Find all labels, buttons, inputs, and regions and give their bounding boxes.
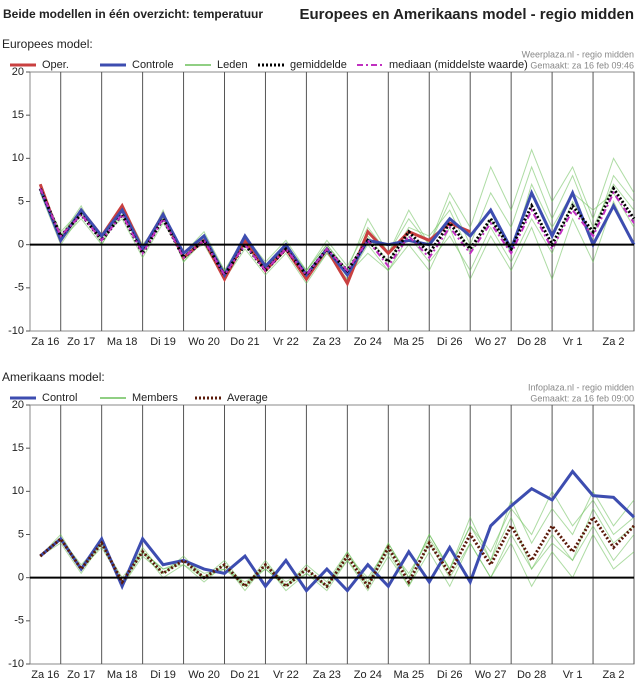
series-line bbox=[39, 469, 636, 594]
x-tick-label: Za 23 bbox=[313, 336, 341, 348]
x-tick-label: Di 19 bbox=[150, 336, 176, 348]
x-tick-label: Ma 18 bbox=[107, 669, 138, 681]
created: Gemaakt: za 16 feb 09:46 bbox=[530, 60, 634, 70]
subtitle: Europees model: bbox=[2, 37, 93, 51]
header-left: Beide modellen in één overzicht: tempera… bbox=[3, 7, 263, 21]
plot-frame bbox=[29, 71, 635, 332]
x-tick-label: Do 28 bbox=[517, 336, 546, 348]
x-tick-label: Di 19 bbox=[150, 669, 176, 681]
legend-label: mediaan (middelste waarde) bbox=[389, 59, 528, 71]
x-tick-label: Zo 17 bbox=[67, 336, 95, 348]
x-tick-label: Di 26 bbox=[437, 669, 463, 681]
x-tick-label: Vr 1 bbox=[563, 336, 583, 348]
y-tick-label: -5 bbox=[14, 282, 24, 294]
legend-label: gemiddelde bbox=[290, 59, 347, 71]
x-tick-label: Za 23 bbox=[313, 669, 341, 681]
x-tick-label: Wo 27 bbox=[475, 669, 507, 681]
x-tick-label: Zo 24 bbox=[354, 669, 382, 681]
legend-label: Oper. bbox=[42, 59, 69, 71]
x-tick-label: Wo 27 bbox=[475, 336, 507, 348]
x-tick-label: Do 21 bbox=[230, 669, 259, 681]
y-tick-label: 10 bbox=[12, 152, 24, 164]
y-tick-label: 15 bbox=[12, 109, 24, 121]
x-tick-label: Wo 20 bbox=[188, 669, 220, 681]
subtitle: Amerikaans model: bbox=[2, 370, 105, 384]
x-tick-label: Wo 20 bbox=[188, 336, 220, 348]
member-line bbox=[39, 490, 635, 588]
x-tick-label: Za 16 bbox=[31, 336, 59, 348]
y-tick-label: 0 bbox=[18, 239, 24, 251]
header-right: Europees en Amerikaans model - regio mid… bbox=[299, 6, 634, 23]
series-line bbox=[39, 514, 636, 590]
x-tick-label: Ma 18 bbox=[107, 336, 138, 348]
x-tick-label: Ma 25 bbox=[393, 336, 424, 348]
y-tick-label: 10 bbox=[12, 485, 24, 497]
legend-label: Members bbox=[132, 392, 178, 404]
source: Weerplaza.nl - regio midden bbox=[522, 49, 634, 59]
x-tick-label: Vr 22 bbox=[273, 336, 299, 348]
y-tick-label: 5 bbox=[18, 195, 24, 207]
x-tick-label: Zo 24 bbox=[354, 336, 382, 348]
x-tick-label: Do 28 bbox=[517, 669, 546, 681]
x-tick-label: Do 21 bbox=[230, 336, 259, 348]
member-line bbox=[39, 507, 635, 588]
legend-label: Leden bbox=[217, 59, 248, 71]
source: Infoplaza.nl - regio midden bbox=[528, 382, 634, 392]
y-tick-label: -5 bbox=[14, 615, 24, 627]
x-tick-label: Za 2 bbox=[603, 669, 625, 681]
x-tick-label: Za 2 bbox=[603, 336, 625, 348]
y-tick-label: 15 bbox=[12, 442, 24, 454]
x-tick-label: Vr 1 bbox=[563, 669, 583, 681]
x-tick-label: Ma 25 bbox=[393, 669, 424, 681]
x-tick-label: Za 16 bbox=[31, 669, 59, 681]
x-tick-label: Di 26 bbox=[437, 336, 463, 348]
y-tick-label: 20 bbox=[12, 399, 24, 411]
y-tick-label: 20 bbox=[12, 66, 24, 78]
plot-frame bbox=[29, 404, 635, 665]
created: Gemaakt: za 16 feb 09:00 bbox=[530, 393, 634, 403]
x-tick-label: Zo 17 bbox=[67, 669, 95, 681]
y-tick-label: -10 bbox=[8, 325, 24, 337]
y-tick-label: 5 bbox=[18, 528, 24, 540]
legend-label: Control bbox=[42, 392, 77, 404]
series-line bbox=[39, 188, 635, 277]
y-tick-label: 0 bbox=[18, 572, 24, 584]
y-tick-label: -10 bbox=[8, 658, 24, 670]
legend-label: Controle bbox=[132, 59, 174, 71]
legend-label: Average bbox=[227, 392, 268, 404]
x-tick-label: Vr 22 bbox=[273, 669, 299, 681]
